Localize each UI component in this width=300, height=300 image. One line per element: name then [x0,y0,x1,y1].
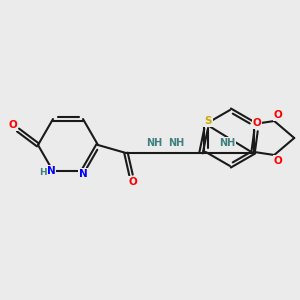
Text: N: N [79,169,87,179]
Text: S: S [204,116,212,126]
Text: NH: NH [219,138,235,148]
Text: O: O [253,118,261,128]
Text: O: O [129,177,137,187]
Text: O: O [274,110,283,120]
Text: N: N [46,166,56,176]
Text: NH: NH [146,138,162,148]
Text: O: O [274,156,283,166]
Text: O: O [9,120,17,130]
Text: NH: NH [168,138,184,148]
Text: H: H [39,169,47,178]
